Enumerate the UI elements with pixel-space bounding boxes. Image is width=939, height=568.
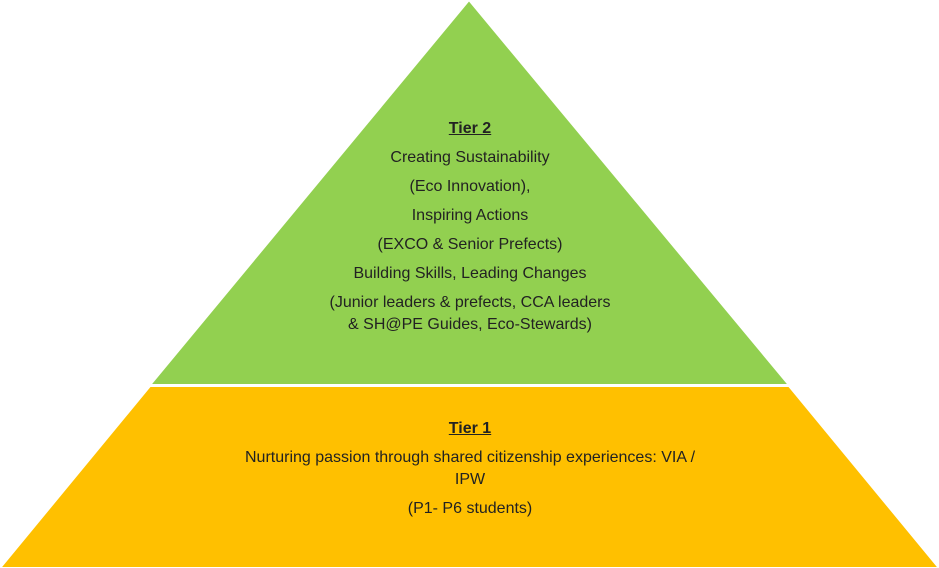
tier-2-line-6: (Junior leaders & prefects, CCA leaders [329, 294, 611, 311]
tier-2-line-5: Building Skills, Leading Changes [353, 265, 587, 282]
tier-1-line-2: IPW [454, 471, 486, 488]
tier-2-line-2: (Eco Innovation), [409, 178, 531, 195]
tier-2-line-4: (EXCO & Senior Prefects) [377, 236, 563, 253]
tier-2-line-3: Inspiring Actions [411, 207, 529, 224]
tier-1-line-3: (P1- P6 students) [407, 500, 533, 517]
tier-1-text-block: Tier 1 Nurturing passion through shared … [150, 418, 790, 527]
tier-1-heading: Tier 1 [448, 420, 492, 437]
tier-2-heading: Tier 2 [448, 120, 492, 137]
tier-2-triangle [147, 0, 792, 386]
tier-2-text-block: Tier 2 Creating Sustainability (Eco Inno… [270, 118, 670, 336]
tier-2-line-7: & SH@PE Guides, Eco-Stewards) [348, 316, 592, 333]
tier-2-line-1: Creating Sustainability [390, 149, 550, 166]
tier-1-line-1: Nurturing passion through shared citizen… [244, 449, 696, 466]
